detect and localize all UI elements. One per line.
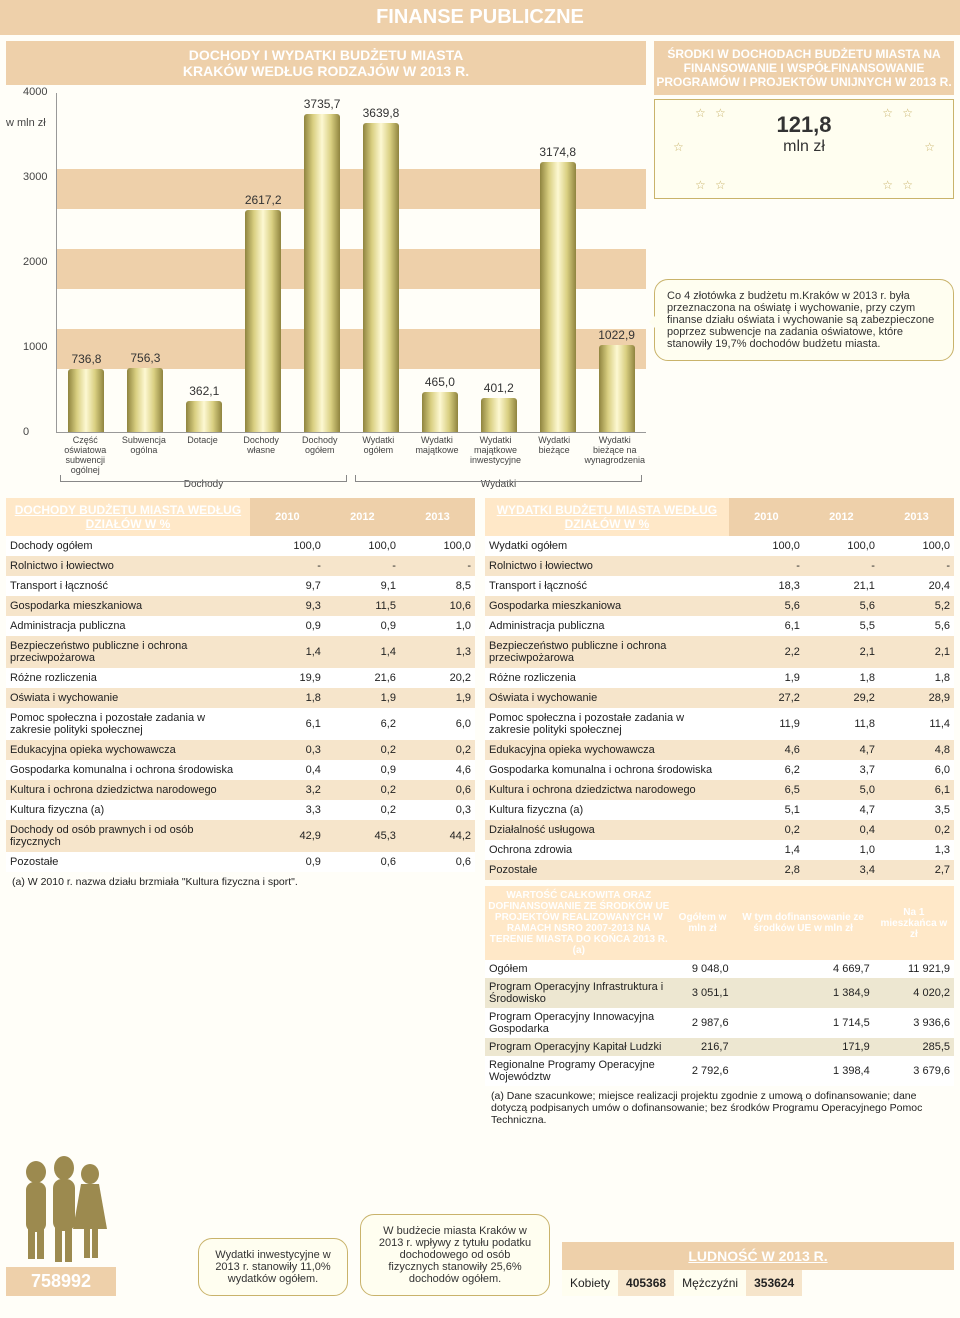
table-row: Gospodarka mieszkaniowa5,65,65,2 <box>485 596 954 616</box>
x-label: Subwencja ogólna <box>115 433 174 477</box>
info-bubble-left: Wydatki inwestycyjne w 2013 r. stanowiły… <box>198 1238 348 1296</box>
x-label: Wydatki ogółem <box>349 433 408 477</box>
bar-value: 756,3 <box>130 351 160 365</box>
x-label: Dochody ogółem <box>290 433 349 477</box>
table-row: Gospodarka mieszkaniowa9,311,510,6 <box>6 596 475 616</box>
bar <box>540 162 576 432</box>
table-row: Ochrona zdrowia1,41,01,3 <box>485 840 954 860</box>
table-row: Gospodarka komunalna i ochrona środowisk… <box>6 760 475 780</box>
table-row: Pomoc społeczna i pozostałe zadania w za… <box>6 708 475 740</box>
people-icon <box>6 1144 116 1264</box>
population-total: 758992 <box>6 1267 116 1296</box>
population-title: LUDNOŚĆ W 2013 R. <box>562 1242 954 1270</box>
table-row: Gospodarka komunalna i ochrona środowisk… <box>485 760 954 780</box>
bar <box>304 114 340 432</box>
table-row: Pozostałe0,90,60,6 <box>6 852 475 872</box>
bar <box>127 368 163 432</box>
expense-table: WYDATKI BUDŻETU MIASTA WEDŁUG DZIAŁÓW W … <box>485 498 954 880</box>
ytick: 2000 <box>23 256 47 268</box>
table-row: Kultura i ochrona dziedzictwa narodowego… <box>6 780 475 800</box>
bar-value: 736,8 <box>71 352 101 366</box>
income-footnote: (a) W 2010 r. nazwa działu brzmiała "Kul… <box>6 872 475 892</box>
eu-funds-box: ☆☆ ☆☆ ☆☆ ☆☆ ☆☆ 121,8 mln zł <box>654 99 954 199</box>
income-table: DOCHODY BUDŻETU MIASTA WEDŁUG DZIAŁÓW W … <box>6 498 475 872</box>
bar-value: 2617,2 <box>245 193 282 207</box>
bar-value: 3174,8 <box>539 145 576 159</box>
chart-title: DOCHODY I WYDATKI BUDŻETU MIASTA KRAKÓW … <box>6 41 646 85</box>
x-label: Wydatki majątkowe <box>408 433 467 477</box>
bar <box>363 123 399 432</box>
ytick: 4000 <box>23 86 47 98</box>
table-row: Kultura i ochrona dziedzictwa narodowego… <box>485 780 954 800</box>
table-row: Ogółem9 048,04 669,711 921,9 <box>485 960 954 978</box>
eu-funds-title: ŚRODKI W DOCHODACH BUDŻETU MIASTA NA FIN… <box>654 41 954 95</box>
women-label: Kobiety <box>562 1270 618 1296</box>
group-dochody: Dochody <box>56 477 351 490</box>
bar-value: 3735,7 <box>304 97 341 111</box>
ytick: 0 <box>23 426 29 438</box>
x-label: Dotacje <box>173 433 232 477</box>
table-row: Program Operacyjny Kapitał Ludzki216,717… <box>485 1038 954 1056</box>
projects-footnote: (a) Dane szacunkowe; miejsce realizacji … <box>485 1086 954 1130</box>
bar-value: 465,0 <box>425 375 455 389</box>
table-row: Pozostałe2,83,42,7 <box>485 860 954 880</box>
x-label: Wydatki majątkowe inwestycyjne <box>466 433 525 477</box>
bar-value: 401,2 <box>484 381 514 395</box>
bar-value: 1022,9 <box>598 328 635 342</box>
bar-value: 362,1 <box>189 384 219 398</box>
table-row: Edukacyjna opieka wychowawcza0,30,20,2 <box>6 740 475 760</box>
x-label: Dochody własne <box>232 433 291 477</box>
table-row: Administracja publiczna0,90,91,0 <box>6 616 475 636</box>
bar <box>422 392 458 432</box>
bar <box>68 369 104 432</box>
table-row: Program Operacyjny Innowacyjna Gospodark… <box>485 1008 954 1038</box>
projects-table: WARTOŚĆ CAŁKOWITA ORAZ DOFINANSOWANIE ZE… <box>485 886 954 1086</box>
ytick: 1000 <box>23 341 47 353</box>
table-row: Oświata i wychowanie27,229,228,9 <box>485 688 954 708</box>
table-row: Edukacyjna opieka wychowawcza4,64,74,8 <box>485 740 954 760</box>
bar-value: 3639,8 <box>363 106 400 120</box>
chart-title-line2: KRAKÓW WEDŁUG RODZAJÓW W 2013 R. <box>6 63 646 79</box>
table-row: Działalność usługowa0,20,40,2 <box>485 820 954 840</box>
table-row: Dochody ogółem100,0100,0100,0 <box>6 536 475 556</box>
table-row: Pomoc społeczna i pozostałe zadania w za… <box>485 708 954 740</box>
table-row: Kultura fizyczna (a)3,30,20,3 <box>6 800 475 820</box>
bar <box>186 401 222 432</box>
table-row: Dochody od osób prawnych i od osób fizyc… <box>6 820 475 852</box>
x-label: Wydatki bieżące na wynagrodzenia <box>583 433 646 477</box>
page-title: FINANSE PUBLICZNE <box>0 0 960 35</box>
bar <box>599 345 635 432</box>
y-unit: w mln zł <box>6 117 46 129</box>
table-row: Różne rozliczenia1,91,81,8 <box>485 668 954 688</box>
group-wydatki: Wydatki <box>351 477 646 490</box>
table-row: Administracja publiczna6,15,55,6 <box>485 616 954 636</box>
table-row: Różne rozliczenia19,921,620,2 <box>6 668 475 688</box>
table-row: Bezpieczeństwo publiczne i ochrona przec… <box>485 636 954 668</box>
table-row: Bezpieczeństwo publiczne i ochrona przec… <box>6 636 475 668</box>
table-row: Kultura fizyczna (a)5,14,73,5 <box>485 800 954 820</box>
bar-chart: DOCHODY I WYDATKI BUDŻETU MIASTA KRAKÓW … <box>6 41 646 490</box>
men-value: 353624 <box>746 1270 802 1296</box>
ytick: 3000 <box>23 171 47 183</box>
men-label: Mężczyźni <box>674 1270 746 1296</box>
table-row: Program Operacyjny Infrastruktura i Środ… <box>485 978 954 1008</box>
table-row: Rolnictwo i łowiectwo--- <box>485 556 954 576</box>
table-row: Rolnictwo i łowiectwo--- <box>6 556 475 576</box>
x-label: Wydatki bieżące <box>525 433 584 477</box>
eu-unit: mln zł <box>661 138 947 156</box>
bar <box>481 398 517 432</box>
table-row: Regionalne Programy Operacyjne Województ… <box>485 1056 954 1086</box>
table-row: Oświata i wychowanie1,81,91,9 <box>6 688 475 708</box>
info-bubble-side: Co 4 złotówka z budżetu m.Kraków w 2013 … <box>654 279 954 361</box>
chart-title-line1: DOCHODY I WYDATKI BUDŻETU MIASTA <box>6 47 646 63</box>
table-row: Wydatki ogółem100,0100,0100,0 <box>485 536 954 556</box>
table-row: Transport i łączność18,321,120,4 <box>485 576 954 596</box>
women-value: 405368 <box>618 1270 674 1296</box>
table-row: Transport i łączność9,79,18,5 <box>6 576 475 596</box>
bar <box>245 210 281 432</box>
x-label: Część oświatowa subwencji ogólnej <box>56 433 115 477</box>
info-bubble-mid: W budżecie miasta Kraków w 2013 r. wpływ… <box>360 1214 550 1296</box>
